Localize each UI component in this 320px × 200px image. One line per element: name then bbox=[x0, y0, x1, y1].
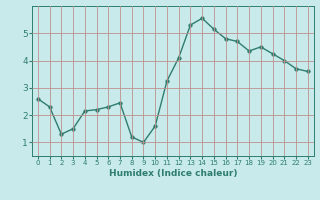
X-axis label: Humidex (Indice chaleur): Humidex (Indice chaleur) bbox=[108, 169, 237, 178]
